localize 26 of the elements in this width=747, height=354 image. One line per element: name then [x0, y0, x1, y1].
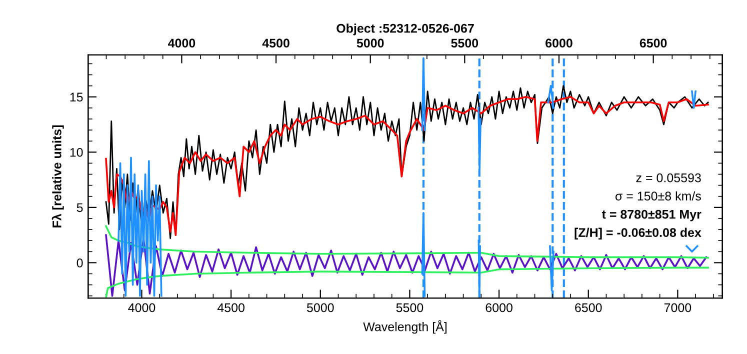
- y-tick-label: 0: [76, 258, 83, 268]
- x2-tick-label: 4500: [262, 38, 290, 48]
- y-tick-label: 15: [70, 92, 83, 102]
- chart-title: Object :52312-0526-067: [336, 24, 474, 36]
- y-tick-label: 10: [70, 148, 83, 157]
- x2-tick-label: 4000: [168, 38, 196, 48]
- x-tick-label: 5500: [396, 303, 424, 312]
- annotation: t = 8780±851 Myr: [602, 210, 702, 222]
- x-tick-label: 7000: [664, 303, 692, 312]
- y-tick-label: 5: [76, 203, 83, 212]
- line-series: [105, 266, 709, 298]
- x2-tick-label: 5500: [451, 38, 478, 48]
- annotation: σ = 150±8 km/s: [615, 191, 701, 200]
- x2-tick-label: 5000: [356, 38, 384, 48]
- x-tick-label: 4000: [128, 303, 156, 312]
- x-tick-label: 6500: [575, 303, 602, 312]
- x-tick-label: 5000: [306, 303, 334, 312]
- x2-tick-label: 6500: [640, 38, 667, 48]
- x-tick-label: 4500: [217, 303, 244, 312]
- x-tick-label: 6000: [486, 303, 512, 312]
- x2-tick-label: 6000: [546, 38, 572, 48]
- annotation: z = 0.05593: [636, 173, 701, 182]
- y-axis-title: Fλ [relative units]: [52, 125, 64, 228]
- line-series: [105, 225, 709, 259]
- annotation: [Z/H] = -0.06±0.08 dex: [574, 228, 702, 240]
- x-axis-title: Wavelength [Å]: [363, 320, 447, 334]
